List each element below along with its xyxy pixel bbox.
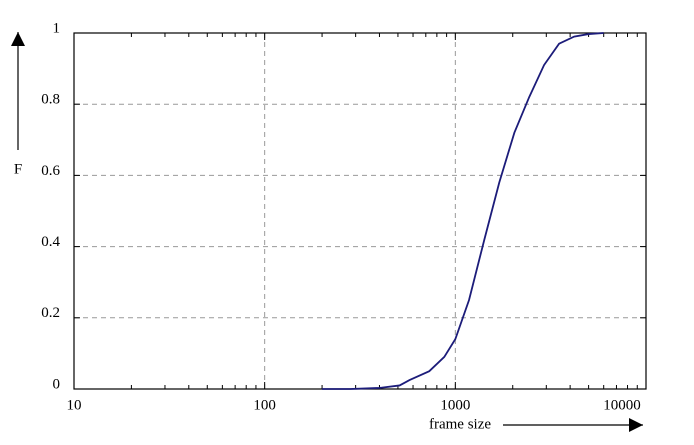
x-axis-label: frame size [429,416,491,432]
plot-area: 0 0.2 0.4 0.6 0.8 1 10 100 1000 10000 [41,20,647,413]
x-tick-label: 10000 [603,397,641,413]
y-tick-label: 0 [53,376,61,392]
y-tick-label: 0.4 [41,234,60,250]
y-tick-label: 0.6 [41,163,60,179]
y-axis-label: F [14,161,22,177]
x-tick-label: 100 [253,397,276,413]
y-tick-label: 0.2 [41,305,60,321]
y-tick-label: 0.8 [41,92,60,108]
x-tick-label: 10 [67,397,82,413]
x-tick-label: 1000 [440,397,470,413]
data-line [322,32,604,390]
y-tick-label: 1 [53,20,61,36]
plot-frame [73,32,647,390]
